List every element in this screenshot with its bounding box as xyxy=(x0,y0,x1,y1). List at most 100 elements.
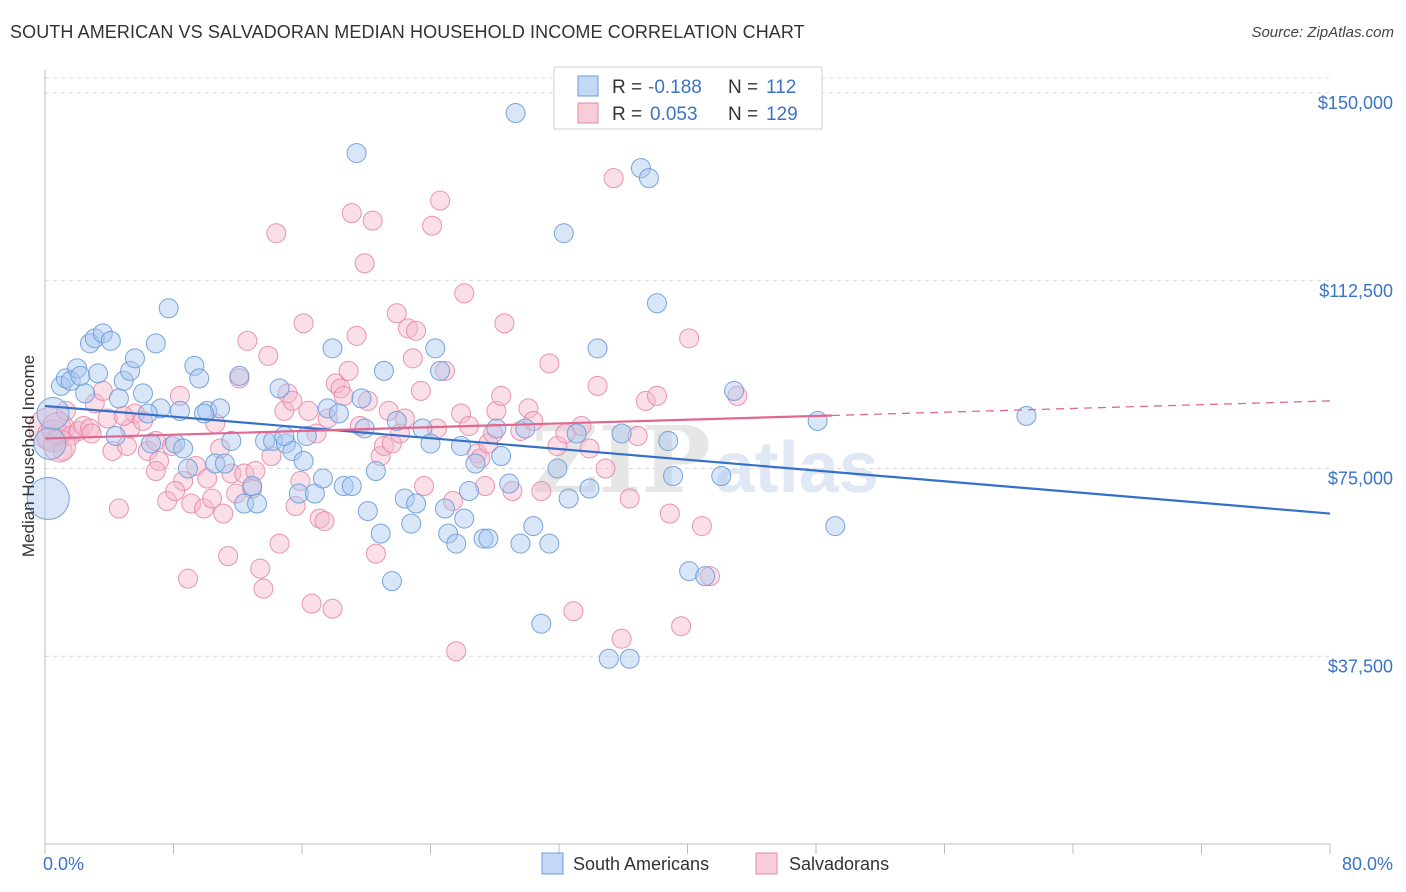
data-point xyxy=(373,360,394,381)
data-point xyxy=(293,451,314,471)
data-point xyxy=(579,438,600,459)
data-point xyxy=(410,380,431,401)
data-point xyxy=(97,408,118,429)
axes xyxy=(44,70,1331,854)
data-point xyxy=(184,355,205,376)
data-point xyxy=(531,613,552,634)
data-point xyxy=(401,513,422,534)
legend-swatch-pink xyxy=(577,102,599,124)
data-point xyxy=(603,168,624,189)
data-point xyxy=(189,368,210,389)
data-point xyxy=(595,458,616,479)
data-point xyxy=(478,528,499,549)
legend-r-label-blue: R = xyxy=(612,77,642,98)
data-point xyxy=(365,543,386,564)
data-point xyxy=(825,516,846,537)
data-point xyxy=(553,223,574,244)
data-point xyxy=(132,383,153,404)
data-point xyxy=(290,471,311,492)
data-point xyxy=(242,476,263,497)
data-point xyxy=(317,398,338,419)
data-point xyxy=(26,477,70,521)
data-point xyxy=(1016,405,1037,426)
series-legend-label-blue: South Americans xyxy=(573,854,709,874)
data-point xyxy=(269,378,290,399)
data-point xyxy=(465,453,486,474)
stats-legend-box xyxy=(553,66,823,130)
data-point xyxy=(398,318,419,339)
data-point xyxy=(173,438,194,459)
data-point xyxy=(245,461,266,482)
data-point xyxy=(394,488,415,509)
data-point xyxy=(150,398,171,419)
data-point xyxy=(386,303,407,324)
data-point xyxy=(113,370,134,391)
data-point xyxy=(434,360,455,381)
data-point xyxy=(486,400,507,421)
x-tick-label-right: 80.0% xyxy=(1342,854,1393,874)
data-point xyxy=(579,478,600,499)
data-point xyxy=(218,546,239,567)
data-point xyxy=(322,598,343,619)
data-point xyxy=(430,360,451,381)
data-point xyxy=(214,453,235,474)
data-point xyxy=(357,501,378,522)
data-point xyxy=(354,253,375,274)
data-point xyxy=(169,400,190,421)
series-salvadorans-points xyxy=(28,168,748,662)
data-point xyxy=(124,348,145,369)
data-point xyxy=(100,330,121,351)
data-point xyxy=(75,383,96,404)
data-point xyxy=(518,398,539,419)
data-point xyxy=(646,293,667,314)
data-point xyxy=(165,481,186,502)
data-point xyxy=(638,168,659,189)
data-point xyxy=(141,433,162,454)
legend-n-value-pink: 129 xyxy=(766,104,798,125)
data-point xyxy=(266,223,287,244)
data-point xyxy=(691,516,712,537)
data-point xyxy=(679,328,700,349)
data-point xyxy=(438,523,459,544)
data-point xyxy=(120,418,141,439)
data-point xyxy=(381,571,402,592)
data-point xyxy=(587,338,608,359)
data-point xyxy=(442,491,463,512)
legend-n-label-blue: N = xyxy=(728,77,758,98)
data-point xyxy=(663,466,684,487)
data-point xyxy=(619,488,640,509)
trend-lines xyxy=(44,400,1331,515)
trend-line-salvadorans xyxy=(44,414,833,440)
trend-line-south-americans xyxy=(44,404,1331,515)
data-point xyxy=(486,418,507,439)
data-point xyxy=(274,400,295,421)
data-point xyxy=(301,593,322,614)
data-point xyxy=(563,601,584,622)
data-point xyxy=(491,445,512,466)
data-point xyxy=(446,641,467,662)
data-point xyxy=(341,203,362,224)
data-point xyxy=(475,476,496,497)
data-point xyxy=(587,375,608,396)
data-point xyxy=(724,380,745,401)
data-point xyxy=(177,568,198,589)
data-point xyxy=(261,445,282,466)
data-point xyxy=(108,498,129,519)
data-point xyxy=(202,488,223,509)
data-point xyxy=(314,511,335,532)
series-legend: South Americans Salvadorans xyxy=(541,852,889,875)
series-south-americans-points xyxy=(26,103,1037,669)
data-point xyxy=(210,438,231,459)
data-point xyxy=(422,215,443,236)
data-point xyxy=(454,508,475,529)
data-point xyxy=(253,578,274,599)
series-legend-swatch-pink xyxy=(755,852,778,875)
data-point xyxy=(446,533,467,554)
data-point xyxy=(611,628,632,649)
data-point xyxy=(185,456,206,477)
data-point xyxy=(531,481,552,502)
data-point xyxy=(274,425,295,446)
x-tick-labels: 0.0% 80.0% xyxy=(43,854,1393,874)
data-point xyxy=(505,103,526,124)
data-point xyxy=(425,338,446,359)
